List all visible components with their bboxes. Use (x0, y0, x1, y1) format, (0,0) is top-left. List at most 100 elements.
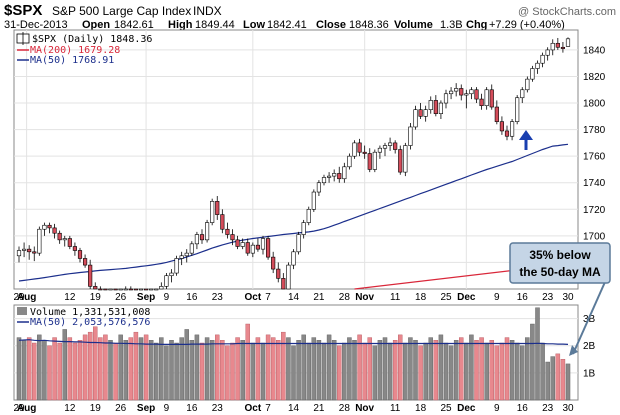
volume-bar (377, 340, 383, 401)
volume-bar (565, 363, 571, 401)
volume-bar (164, 345, 169, 401)
candle-body (260, 238, 266, 250)
candle-body (83, 258, 88, 266)
volume-bar (438, 334, 444, 401)
candle-body (93, 286, 98, 290)
volume-bar (382, 337, 388, 401)
volume-bar (179, 337, 184, 401)
volume-bar (560, 359, 566, 401)
price-x-tick: 9 (164, 292, 170, 303)
ma50-line (18, 143, 569, 282)
candle-body (362, 151, 367, 154)
candle-body (47, 224, 52, 229)
volume-bar (184, 329, 189, 401)
candle-body (138, 288, 144, 291)
price-y-tick: 1720 (583, 205, 606, 216)
volume-bar (398, 334, 403, 401)
candle-body (555, 42, 560, 48)
volume-bar (362, 342, 367, 401)
candle-body (128, 288, 133, 291)
volume-x-tick: 16 (517, 403, 529, 414)
candle-body (408, 126, 413, 146)
volume-bar (52, 337, 57, 401)
up-arrow-icon (519, 130, 533, 150)
candle-body (377, 147, 382, 153)
chart-symbol: $SPX (4, 2, 42, 19)
volume-bar (509, 340, 515, 401)
volume-x-tick: 29 (13, 403, 25, 414)
volume-bar (143, 334, 149, 401)
callout-line-2: the 50-day MA (519, 265, 601, 279)
price-x-tick: 14 (288, 292, 300, 303)
legend-ma200: MA(200) 1679.28 (30, 45, 120, 56)
candle-body (311, 191, 316, 210)
candle-body (393, 142, 398, 150)
candle-body (194, 234, 199, 245)
volume-bar (479, 337, 484, 401)
candle-body (316, 182, 321, 193)
volume-bar (306, 342, 311, 401)
annotation-callout: 35% below the 50-day MA (509, 242, 611, 356)
price-legend: $SPX (Daily) 1848.36 MA(200) 1679.28 MA(… (16, 32, 152, 66)
volume-bar (464, 342, 469, 401)
volume-bar (37, 334, 42, 401)
candle-body (459, 88, 464, 96)
volume-bar (270, 337, 276, 401)
candle-body (240, 242, 245, 247)
volume-legend: Volume 1,331,531,008 MA(50) 2,053,576,57… (17, 307, 150, 328)
candle-body (123, 288, 128, 291)
price-x-tick: Dec (457, 292, 476, 303)
candle-body (367, 153, 372, 170)
volume-x-tick: 16 (186, 403, 198, 414)
volume-bar (199, 342, 205, 401)
volume-x-tick: 23 (542, 403, 554, 414)
candle-body (433, 100, 438, 114)
candle-body (16, 250, 22, 257)
candle-body (235, 239, 240, 247)
candle-body (169, 272, 174, 277)
volume-bar (443, 342, 449, 401)
candle-body (220, 214, 225, 230)
volume-bar (16, 337, 22, 401)
callout-pointer (572, 281, 606, 355)
candle-body (144, 288, 149, 291)
candle-body (510, 121, 515, 137)
volume-bar (555, 353, 561, 401)
candle-body (179, 255, 184, 259)
price-x-tick: 12 (64, 292, 76, 303)
volume-bar (133, 331, 139, 401)
price-x-tick: 26 (115, 292, 127, 303)
volume-bar (453, 340, 459, 401)
volume-bar (77, 340, 83, 401)
legend-volume-swatch (17, 307, 27, 315)
candle-body (52, 227, 57, 234)
volume-bar (484, 342, 489, 401)
candle-body (489, 89, 494, 108)
price-x-tick: Sep (137, 292, 155, 303)
volume-bar (98, 337, 103, 401)
volume-bar (47, 345, 52, 401)
candle-body (454, 88, 459, 92)
volume-bar (189, 340, 195, 401)
volume-label: Volume (394, 19, 433, 31)
volume-bar (128, 337, 134, 401)
candle-body (276, 268, 281, 279)
candle-body (438, 102, 443, 114)
price-y-tick: 1800 (583, 99, 606, 110)
volume-bar (220, 340, 225, 401)
volume-bar (535, 307, 540, 401)
candle-body (215, 201, 220, 215)
volume-bar (245, 323, 250, 401)
volume-bars (16, 307, 571, 401)
volume-bar (418, 345, 423, 401)
candle-body (525, 78, 530, 91)
candle-body (306, 209, 311, 223)
volume-bar (448, 345, 454, 401)
volume-bar (123, 340, 128, 401)
volume-bar (87, 331, 93, 401)
volume-bar (428, 337, 433, 401)
volume-y-tick: 1B (583, 368, 596, 379)
price-panel (13, 29, 579, 290)
